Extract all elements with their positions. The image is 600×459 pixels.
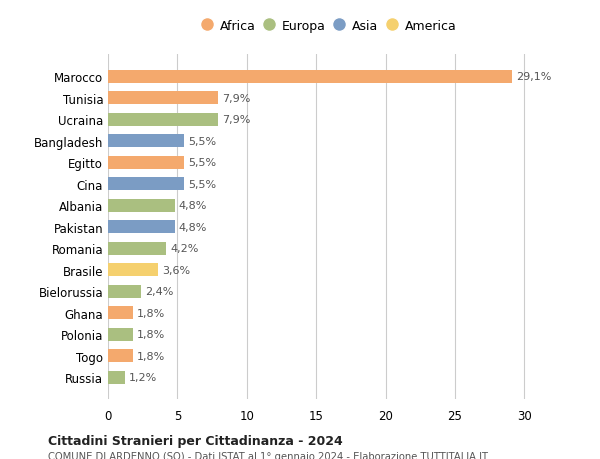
Bar [108, 242, 166, 255]
Bar [108, 307, 133, 319]
Bar [108, 285, 142, 298]
Text: 5,5%: 5,5% [188, 179, 217, 189]
Bar [108, 328, 133, 341]
Text: 1,2%: 1,2% [129, 372, 157, 382]
Bar [108, 157, 184, 169]
Text: 3,6%: 3,6% [162, 265, 190, 275]
Text: 4,8%: 4,8% [179, 201, 207, 211]
Legend: Africa, Europa, Asia, America: Africa, Europa, Asia, America [200, 17, 460, 37]
Bar [108, 263, 158, 276]
Text: 5,5%: 5,5% [188, 158, 217, 168]
Text: 1,8%: 1,8% [137, 330, 166, 339]
Bar [108, 113, 218, 127]
Bar [108, 199, 175, 212]
Text: 1,8%: 1,8% [137, 351, 166, 361]
Bar [108, 135, 184, 148]
Text: 29,1%: 29,1% [516, 72, 551, 82]
Bar [108, 221, 175, 234]
Text: COMUNE DI ARDENNO (SO) - Dati ISTAT al 1° gennaio 2024 - Elaborazione TUTTITALIA: COMUNE DI ARDENNO (SO) - Dati ISTAT al 1… [48, 451, 488, 459]
Text: 4,8%: 4,8% [179, 222, 207, 232]
Text: 5,5%: 5,5% [188, 136, 217, 146]
Bar [108, 92, 218, 105]
Bar [108, 71, 512, 84]
Text: Cittadini Stranieri per Cittadinanza - 2024: Cittadini Stranieri per Cittadinanza - 2… [48, 434, 343, 447]
Text: 1,8%: 1,8% [137, 308, 166, 318]
Text: 7,9%: 7,9% [222, 115, 250, 125]
Text: 4,2%: 4,2% [170, 244, 199, 254]
Bar [108, 178, 184, 191]
Bar [108, 349, 133, 362]
Text: 2,4%: 2,4% [145, 286, 174, 297]
Bar [108, 371, 125, 384]
Text: 7,9%: 7,9% [222, 94, 250, 104]
